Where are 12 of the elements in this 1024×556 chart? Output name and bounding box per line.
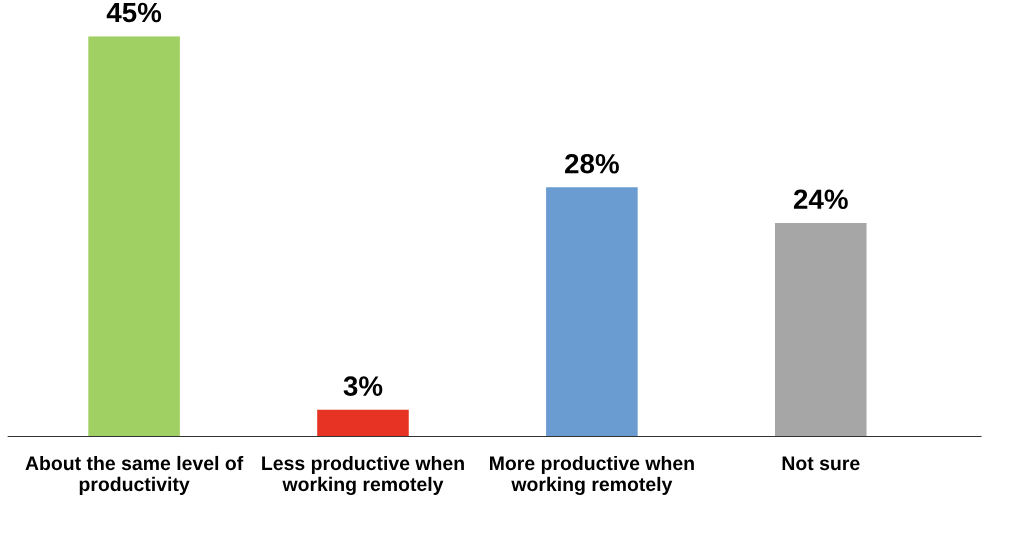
bar xyxy=(774,222,867,437)
data-label: 3% xyxy=(343,376,383,396)
bar xyxy=(546,187,638,437)
x-tick-label: Less productive when working remotely xyxy=(262,455,464,496)
data-label: 28% xyxy=(565,153,619,174)
data-label: 24% xyxy=(793,189,848,210)
x-tick-label: About the same level of productivity xyxy=(25,455,244,495)
bar xyxy=(88,36,180,437)
x-tick-label: Not sure xyxy=(782,456,860,471)
data-label: 45% xyxy=(106,2,162,23)
x-tick-label: More productive when working remotely xyxy=(490,455,694,496)
bar xyxy=(317,409,409,437)
